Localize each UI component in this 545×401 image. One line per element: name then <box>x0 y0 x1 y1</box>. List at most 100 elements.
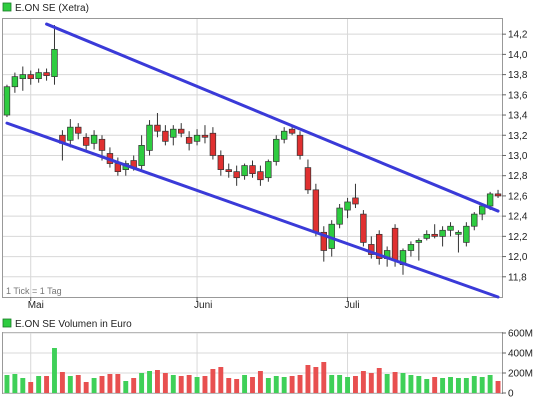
candle-body <box>288 128 296 134</box>
candle-body <box>178 128 185 134</box>
volume-bar <box>250 377 255 393</box>
volume-bar <box>353 376 358 393</box>
candle-body <box>51 48 58 77</box>
volume-bars <box>4 348 501 393</box>
volume-bar <box>313 367 319 393</box>
price-y-tick-label: 11,8 <box>508 272 527 283</box>
candle-body <box>35 72 42 79</box>
volume-bar <box>91 378 97 393</box>
volume-y-tick-label: 400M <box>508 349 533 360</box>
trend-line-upper <box>45 22 500 213</box>
volume-bar <box>337 375 343 393</box>
price-x-tick-label: Juli <box>345 300 360 310</box>
volume-bar <box>455 378 461 393</box>
volume-y-tick-label: 0 <box>508 389 514 400</box>
volume-bar <box>329 375 335 393</box>
candle-body <box>304 167 312 191</box>
volume-bar <box>75 375 81 393</box>
volume-y-tick-label: 600M <box>508 329 533 340</box>
volume-bar <box>487 375 493 393</box>
candle-body <box>463 225 470 243</box>
volume-bar <box>147 371 152 393</box>
volume-bar <box>186 375 192 393</box>
tick-note: 1 Tick = 1 Tag <box>6 286 62 296</box>
candle-body <box>217 155 225 170</box>
volume-bar <box>83 382 89 393</box>
candle-body <box>170 128 177 138</box>
volume-bar <box>234 379 240 393</box>
volume-bar <box>360 371 366 393</box>
volume-bar <box>52 348 57 393</box>
volume-bar <box>99 376 105 393</box>
candle-body <box>27 74 34 79</box>
candle-body <box>138 145 145 166</box>
volume-bar <box>131 378 137 393</box>
price-y-tick-label: 12,6 <box>508 191 528 202</box>
volume-bar <box>289 376 295 393</box>
candle-body <box>455 231 462 235</box>
volume-bar <box>265 378 271 393</box>
price-chart: E.ON SE (Xetra) 14,2 14,0 13,8 13,6 13,4 13,2… <box>2 2 528 310</box>
price-y-tick-label: 13,0 <box>508 151 528 162</box>
candle-body <box>423 233 430 239</box>
candle-body <box>90 134 98 144</box>
volume-y-axis: 600M 400M 200M 0 <box>502 329 533 400</box>
candle-body <box>439 229 446 237</box>
volume-bar <box>376 368 382 393</box>
volume-bar <box>226 378 232 393</box>
trend-line-lower <box>5 121 500 299</box>
volume-bar <box>448 377 453 393</box>
candle-body <box>280 130 288 140</box>
volume-bar <box>321 362 327 393</box>
candle-body <box>201 134 209 138</box>
volume-bar <box>44 376 50 393</box>
price-grid <box>3 19 502 297</box>
candle-body <box>368 244 375 255</box>
price-legend-swatch <box>2 2 12 12</box>
candle-body <box>431 233 438 237</box>
candle-body <box>486 193 494 207</box>
volume-bar <box>210 369 216 393</box>
volume-bar <box>218 367 224 393</box>
volume-bar <box>162 373 168 393</box>
price-y-tick-label: 12,8 <box>508 171 528 182</box>
volume-bar <box>20 378 26 393</box>
candle-body <box>265 161 272 179</box>
candle-body <box>344 201 351 211</box>
price-x-axis: Mai Juni Juli <box>28 297 360 310</box>
volume-bar <box>178 376 184 393</box>
candle-body <box>478 205 486 215</box>
volume-bar <box>242 375 248 393</box>
price-y-tick-label: 12,0 <box>508 252 528 263</box>
volume-bar <box>194 377 200 393</box>
candle-body <box>3 86 11 116</box>
candle-body <box>336 207 343 225</box>
candle-body <box>360 213 367 243</box>
candle-body <box>352 197 359 205</box>
price-candles <box>3 25 502 275</box>
volume-bar <box>257 371 263 393</box>
candle-body <box>43 72 50 76</box>
price-plot-frame <box>2 18 503 298</box>
volume-chart: E.ON SE Volumen in Euro 600M 400M 200M 0 <box>2 318 533 400</box>
candle-body <box>241 165 248 177</box>
candle-body <box>257 171 264 181</box>
price-y-tick-label: 13,8 <box>508 70 528 81</box>
candle-body <box>447 225 454 231</box>
volume-bar <box>463 378 469 393</box>
volume-y-tick-label: 200M <box>508 369 533 380</box>
candle-body <box>67 126 74 141</box>
volume-bar <box>408 375 414 393</box>
volume-bar <box>471 376 477 393</box>
candle-body <box>376 233 383 259</box>
volume-bar <box>273 376 279 393</box>
candle-body <box>185 136 193 144</box>
candle-body <box>494 193 502 197</box>
price-x-tick-label: Mai <box>28 300 44 310</box>
volume-bar <box>432 377 438 393</box>
price-y-tick-label: 12,4 <box>508 212 528 223</box>
volume-bar <box>28 382 34 393</box>
volume-bar <box>345 377 351 393</box>
price-y-tick-label: 13,6 <box>508 90 528 101</box>
